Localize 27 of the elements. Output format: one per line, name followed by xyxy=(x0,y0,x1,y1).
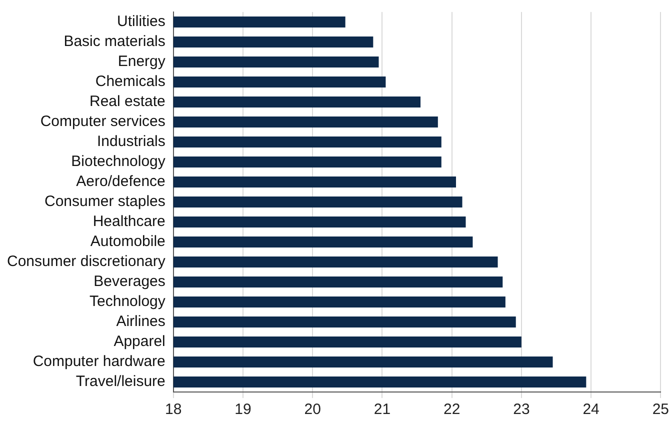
y-tick-label: Industrials xyxy=(97,133,166,150)
y-tick-label: Automobile xyxy=(90,233,166,250)
x-tick-label: 21 xyxy=(374,401,391,418)
y-tick-label: Aero/defence xyxy=(76,173,166,190)
y-tick-label: Beverages xyxy=(94,273,166,290)
x-tick-label: 23 xyxy=(513,401,530,418)
x-tick-label: 18 xyxy=(165,401,182,418)
y-tick-label: Airlines xyxy=(116,313,166,330)
y-tick-label: Computer services xyxy=(40,113,166,130)
x-tick-label: 25 xyxy=(652,401,669,418)
y-tick-label: Utilities xyxy=(117,13,166,30)
y-tick-label: Consumer discretionary xyxy=(6,253,166,270)
y-tick-label: Basic materials xyxy=(64,33,166,50)
y-tick-label: Computer hardware xyxy=(32,353,166,370)
y-tick-label: Apparel xyxy=(114,333,166,350)
y-tick-label: Technology xyxy=(90,293,166,310)
x-tick-label: 24 xyxy=(582,401,600,418)
y-tick-label: Healthcare xyxy=(92,213,166,230)
y-tick-label: Consumer staples xyxy=(44,193,166,210)
y-tick-label: Travel/leisure xyxy=(76,373,166,390)
y-tick-label: Energy xyxy=(118,53,166,70)
x-tick-label: 22 xyxy=(443,401,460,418)
x-tick-label: 20 xyxy=(304,401,321,418)
y-tick-label: Chemicals xyxy=(95,73,166,90)
y-tick-label: Biotechnology xyxy=(71,153,166,170)
y-tick-label: Real estate xyxy=(90,93,166,110)
x-tick-label: 19 xyxy=(234,401,252,418)
